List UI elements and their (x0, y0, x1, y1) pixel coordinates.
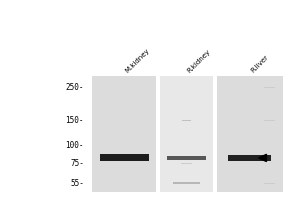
Bar (160, 76, 213, 192)
Text: 150-: 150- (65, 116, 84, 125)
Bar (263, 183, 275, 184)
Bar (92, 76, 156, 192)
Text: 100-: 100- (65, 141, 84, 150)
Bar (263, 87, 275, 88)
Text: 250-: 250- (65, 83, 84, 92)
Text: 55-: 55- (70, 179, 84, 188)
Text: R.kidney: R.kidney (187, 48, 212, 74)
Text: 75-: 75- (70, 159, 84, 168)
Bar (217, 76, 283, 192)
Bar (100, 154, 148, 161)
Text: M.kidney: M.kidney (124, 47, 151, 74)
Text: R.liver: R.liver (250, 54, 270, 74)
Bar (263, 120, 275, 121)
Bar (229, 155, 271, 161)
Polygon shape (259, 154, 266, 162)
Bar (173, 182, 200, 184)
Bar (181, 163, 192, 164)
Bar (167, 156, 206, 160)
Bar (182, 120, 191, 121)
